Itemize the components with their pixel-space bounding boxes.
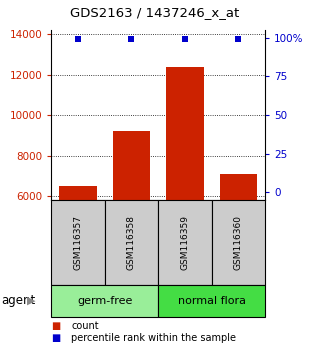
Bar: [166, 67, 204, 200]
Text: count: count: [71, 321, 99, 331]
Bar: [59, 186, 97, 200]
Bar: [105, 200, 158, 285]
Bar: [212, 200, 265, 285]
Bar: [51, 200, 105, 285]
Text: ▶: ▶: [27, 296, 35, 306]
Text: GDS2163 / 1437246_x_at: GDS2163 / 1437246_x_at: [70, 6, 240, 19]
Bar: [158, 285, 265, 317]
Text: GSM116359: GSM116359: [180, 215, 189, 270]
Text: agent: agent: [2, 295, 36, 307]
Bar: [219, 174, 257, 200]
Text: GSM116358: GSM116358: [127, 215, 136, 270]
Text: normal flora: normal flora: [178, 296, 246, 306]
Text: GSM116360: GSM116360: [234, 215, 243, 270]
Bar: [113, 131, 150, 200]
Text: germ-free: germ-free: [77, 296, 132, 306]
Text: percentile rank within the sample: percentile rank within the sample: [71, 333, 236, 343]
Bar: [51, 285, 158, 317]
Bar: [158, 200, 212, 285]
Text: ■: ■: [51, 321, 60, 331]
Text: GSM116357: GSM116357: [73, 215, 82, 270]
Text: ■: ■: [51, 333, 60, 343]
